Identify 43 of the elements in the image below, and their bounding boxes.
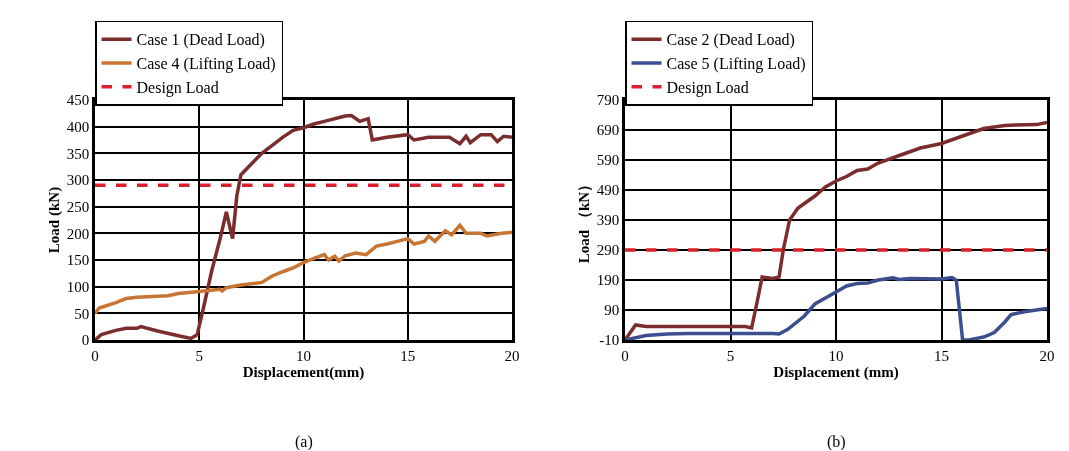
legend-label: Design Load (136, 79, 219, 98)
x-tick-label: 10 (296, 347, 311, 364)
y-tick-label: 90 (604, 302, 620, 319)
x-tick-label: 15 (400, 347, 416, 364)
x-axis-title: Displacement (mm) (773, 363, 899, 381)
y-tick-label: 0 (81, 332, 90, 349)
x-tick-label: 20 (1039, 347, 1055, 364)
legend-label: Case 2 (Dead Load) (666, 31, 795, 50)
legend-label: Case 5 (Lifting Load) (666, 55, 806, 74)
line-series (95, 113, 512, 340)
legend-label: Case 1 (Dead Load) (136, 31, 265, 50)
y-tick-label: 400 (66, 118, 90, 135)
legend-label: Design Load (666, 79, 749, 98)
y-tick-label: 290 (596, 242, 620, 259)
text: (a) (295, 433, 313, 451)
y-tick-label: 250 (66, 198, 90, 215)
text: (b) (827, 433, 846, 451)
x-tick-label: 15 (934, 347, 949, 364)
y-tick-label: 100 (66, 278, 90, 295)
y-axis-title: Load （kN） (576, 176, 592, 264)
x-tick-label: 10 (828, 347, 844, 364)
x-axis-title: Displacement(mm) (242, 363, 365, 381)
line-series (625, 275, 1047, 340)
y-tick-label: 50 (74, 305, 90, 322)
x-tick-label: 5 (726, 347, 735, 364)
y-tick-label: 200 (66, 225, 90, 242)
y-tick-label: 190 (596, 272, 620, 289)
y-tick-label: 790 (596, 92, 620, 109)
legend-label: Case 4 (Lifting Load) (136, 55, 276, 74)
y-axis-title: Load (kN) (46, 186, 63, 254)
y-tick-label: 300 (66, 172, 90, 189)
line-series (625, 120, 1047, 340)
y-tick-label: 390 (596, 212, 620, 229)
y-tick-label: 150 (66, 252, 90, 269)
y-tick-label: 590 (596, 152, 620, 169)
y-tick-label: 350 (66, 145, 90, 162)
line-series (95, 223, 512, 316)
y-tick-label: -10 (599, 332, 620, 349)
y-tick-label: 490 (596, 182, 620, 199)
y-tick-label: 690 (596, 122, 620, 139)
y-tick-label: 450 (66, 92, 90, 109)
x-tick-label: 20 (504, 347, 520, 364)
x-tick-label: 5 (195, 347, 203, 364)
